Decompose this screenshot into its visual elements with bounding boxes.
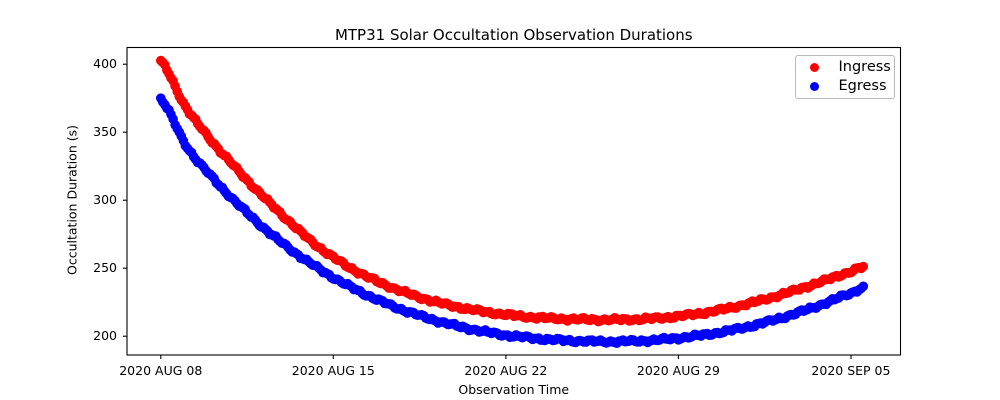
axes-frame (126, 46, 902, 356)
legend-row-ingress: Ingress (809, 58, 894, 77)
legend-row-egress: Egress (809, 77, 894, 96)
x-tick-label: 2020 AUG 29 (636, 363, 720, 378)
series-ingress (156, 55, 869, 327)
y-tick-label: 400 (93, 56, 117, 72)
chart-title: MTP31 Solar Occultation Observation Dura… (334, 26, 693, 44)
y-tick-label: 200 (93, 328, 117, 344)
x-tick-label: 2020 AUG 08 (119, 363, 203, 378)
y-tick-label: 300 (93, 192, 117, 208)
egress-marker-icon (809, 81, 819, 91)
series-egress (156, 93, 869, 349)
legend-label: Ingress (838, 58, 891, 75)
x-tick-label: 2020 AUG 15 (291, 363, 375, 378)
x-tick-label: 2020 AUG 22 (464, 363, 548, 378)
x-tick-label: 2020 SEP 05 (811, 363, 891, 378)
legend: Ingress Egress (794, 54, 895, 99)
y-tick-label: 250 (93, 260, 117, 276)
ingress-marker-icon (809, 62, 819, 72)
y-tick-label: 350 (93, 124, 117, 140)
x-axis-label: Observation Time (458, 381, 570, 397)
legend-label: Egress (838, 77, 887, 94)
